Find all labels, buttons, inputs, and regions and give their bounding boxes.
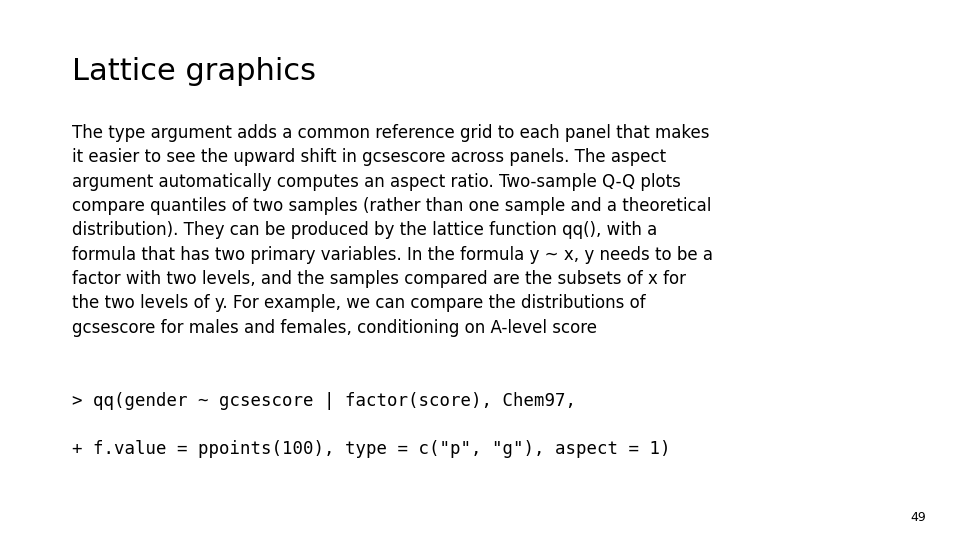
Text: Lattice graphics: Lattice graphics [72,57,316,86]
Text: + f.value = ppoints(100), type = c("p", "g"), aspect = 1): + f.value = ppoints(100), type = c("p", … [72,440,670,458]
Text: The type argument adds a common reference grid to each panel that makes
it easie: The type argument adds a common referenc… [72,124,713,336]
Text: > qq(gender ~ gcsescore | factor(score), Chem97,: > qq(gender ~ gcsescore | factor(score),… [72,392,576,409]
Text: 49: 49 [911,511,926,524]
